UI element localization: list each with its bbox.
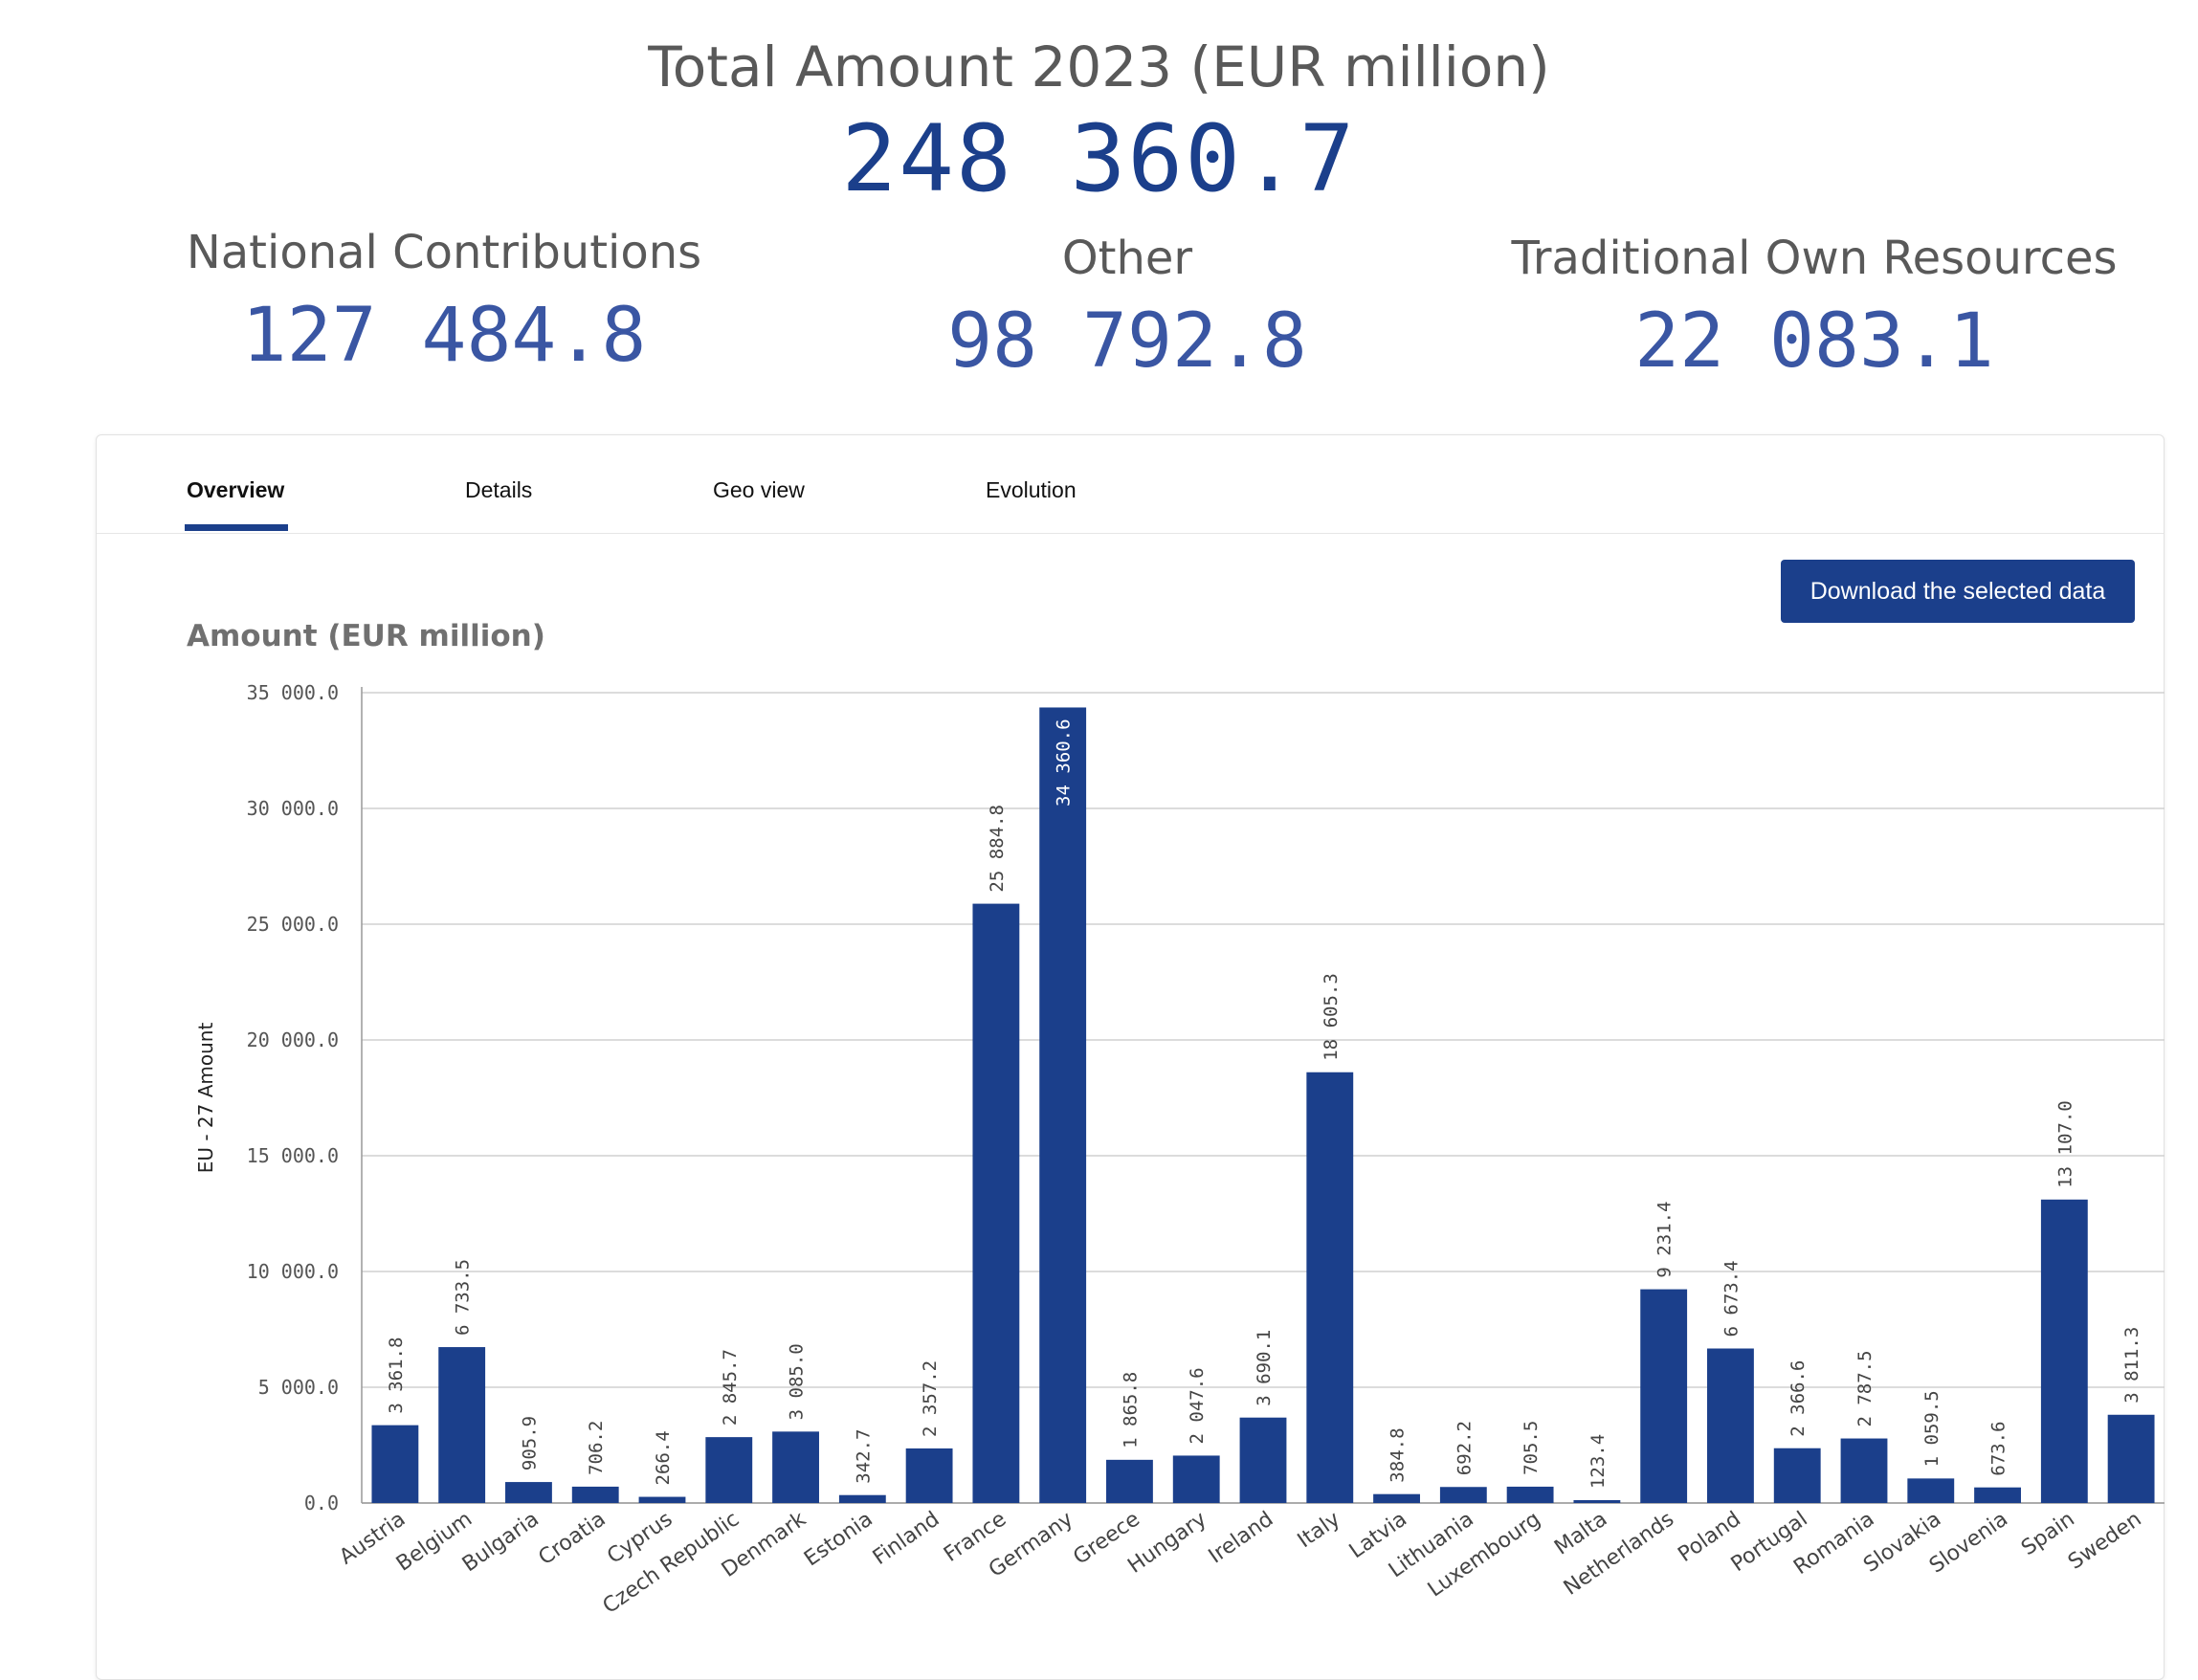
bar-value-label: 705.5 bbox=[1521, 1421, 1542, 1475]
bar bbox=[505, 1482, 552, 1503]
bar-value-label: 3 811.3 bbox=[2121, 1327, 2142, 1404]
bar bbox=[1239, 1417, 1287, 1503]
bar bbox=[1373, 1493, 1420, 1503]
bar bbox=[571, 1486, 619, 1503]
kpi-national-value: 127 484.8 bbox=[241, 293, 647, 379]
bar-value-label: 706.2 bbox=[586, 1421, 607, 1475]
bar bbox=[1773, 1448, 1821, 1503]
bar bbox=[1439, 1487, 1487, 1503]
kpi-national: National Contributions 127 484.8 bbox=[80, 226, 808, 379]
bar bbox=[1106, 1459, 1153, 1503]
y-tick-label: 10 000.0 bbox=[247, 1260, 339, 1283]
x-tick-label: Italy bbox=[1294, 1507, 1344, 1553]
bar-value-label: 384.8 bbox=[1388, 1427, 1409, 1482]
x-tick-label: Luxembourg bbox=[1424, 1507, 1545, 1602]
kpi-other-value: 98 792.8 bbox=[947, 298, 1307, 385]
bar bbox=[972, 903, 1020, 1503]
bar bbox=[1172, 1455, 1220, 1503]
bar-value-label: 13 107.0 bbox=[2054, 1100, 2076, 1188]
bar bbox=[2107, 1414, 2155, 1503]
bar-value-label: 2 787.5 bbox=[1854, 1350, 1876, 1426]
x-tick-label: Finland bbox=[869, 1507, 944, 1570]
bar-value-label: 2 047.6 bbox=[1187, 1367, 1208, 1444]
bar-value-label: 18 605.3 bbox=[1321, 973, 1342, 1061]
bar-value-label: 3 085.0 bbox=[787, 1343, 808, 1420]
active-tab-indicator bbox=[185, 524, 288, 531]
y-axis-label: EU - 27 Amount bbox=[194, 1023, 217, 1174]
bar bbox=[1840, 1438, 1888, 1503]
bar bbox=[2040, 1199, 2088, 1503]
tab-evolution[interactable]: Evolution bbox=[986, 477, 1077, 502]
bar-value-label: 692.2 bbox=[1454, 1421, 1475, 1475]
bar-value-label: 342.7 bbox=[853, 1429, 874, 1484]
x-tick-label: Bulgaria bbox=[458, 1507, 544, 1577]
kpi-total-value: 248 360.7 bbox=[841, 105, 1357, 212]
y-tick-label: 5 000.0 bbox=[258, 1376, 339, 1399]
bar bbox=[1707, 1348, 1754, 1503]
tab-geo-view[interactable]: Geo view bbox=[713, 477, 805, 502]
bar bbox=[638, 1496, 686, 1503]
y-tick-label: 30 000.0 bbox=[247, 797, 339, 820]
bar bbox=[1974, 1487, 2021, 1503]
bar-value-label: 1 059.5 bbox=[1921, 1390, 1943, 1467]
tab-overview[interactable]: Overview bbox=[187, 477, 285, 502]
y-tick-label: 35 000.0 bbox=[247, 681, 339, 704]
bar bbox=[1640, 1289, 1688, 1503]
y-tick-label: 20 000.0 bbox=[247, 1028, 339, 1051]
bar-value-label: 6 733.5 bbox=[453, 1259, 474, 1336]
x-tick-label: Ireland bbox=[1205, 1507, 1278, 1568]
chart-title: Amount (EUR million) bbox=[187, 619, 545, 653]
y-tick-label: 15 000.0 bbox=[247, 1144, 339, 1167]
kpi-national-label: National Contributions bbox=[186, 226, 702, 279]
bar bbox=[838, 1494, 886, 1503]
x-tick-label: Estonia bbox=[800, 1507, 877, 1571]
bar-value-label: 6 673.4 bbox=[1721, 1260, 1742, 1337]
bar-value-label: 1 865.8 bbox=[1120, 1372, 1141, 1448]
bar bbox=[1506, 1486, 1554, 1503]
x-tick-label: Sweden bbox=[2064, 1507, 2146, 1574]
kpi-tor-label: Traditional Own Resources bbox=[1511, 232, 2118, 285]
kpi-tor-value: 22 083.1 bbox=[1634, 298, 1994, 385]
bar-value-label: 3 690.1 bbox=[1254, 1330, 1275, 1406]
kpi-title: Total Amount 2023 (EUR million) bbox=[648, 34, 1550, 99]
bar bbox=[772, 1431, 819, 1503]
bar bbox=[1907, 1478, 1955, 1503]
bar bbox=[1039, 707, 1087, 1503]
bar bbox=[1573, 1500, 1621, 1503]
bar-value-label: 34 360.6 bbox=[1054, 718, 1075, 807]
bar-value-label: 25 884.8 bbox=[987, 805, 1008, 893]
bar-value-label: 673.6 bbox=[1988, 1421, 2009, 1475]
bar bbox=[1306, 1072, 1354, 1503]
bar bbox=[705, 1437, 753, 1503]
bar-value-label: 3 361.8 bbox=[386, 1337, 407, 1414]
y-tick-label: 25 000.0 bbox=[247, 913, 339, 936]
tab-bar: Overview Details Geo view Evolution bbox=[97, 435, 2164, 534]
bar-value-label: 123.4 bbox=[1587, 1434, 1609, 1489]
kpi-tor: Traditional Own Resources 22 083.1 bbox=[1451, 232, 2178, 385]
bar-value-label: 2 357.2 bbox=[920, 1360, 941, 1437]
download-button[interactable]: Download the selected data bbox=[1781, 560, 2135, 623]
kpi-other: Other 98 792.8 bbox=[764, 232, 1491, 385]
kpi-other-label: Other bbox=[1061, 232, 1193, 285]
bar bbox=[905, 1448, 953, 1503]
tab-details[interactable]: Details bbox=[465, 477, 533, 502]
bar-value-label: 266.4 bbox=[653, 1430, 674, 1485]
bar-value-label: 9 231.4 bbox=[1654, 1202, 1676, 1278]
bar bbox=[371, 1425, 419, 1503]
bar-value-label: 2 366.6 bbox=[1787, 1360, 1809, 1437]
bar bbox=[438, 1347, 486, 1503]
x-tick-label: Croatia bbox=[535, 1507, 611, 1570]
bar-value-label: 2 845.7 bbox=[720, 1349, 741, 1426]
bar-value-label: 905.9 bbox=[519, 1416, 540, 1470]
bar-chart: 0.0 5 000.0 10 000.0 15 000.0 20 000.0 25 000… bbox=[194, 681, 2165, 1619]
y-tick-label: 0.0 bbox=[304, 1492, 339, 1514]
